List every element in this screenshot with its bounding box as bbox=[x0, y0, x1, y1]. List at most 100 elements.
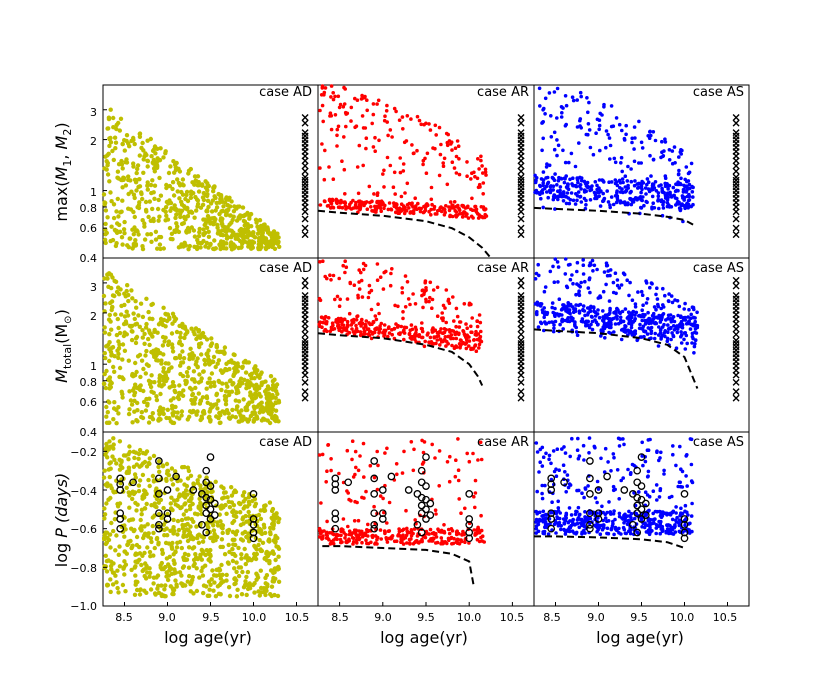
data-point bbox=[204, 225, 210, 230]
data-point bbox=[661, 286, 665, 291]
data-point bbox=[273, 557, 278, 563]
data-point bbox=[396, 208, 400, 212]
data-point bbox=[142, 237, 148, 242]
data-point bbox=[122, 348, 128, 353]
data-point bbox=[141, 450, 146, 456]
data-point bbox=[121, 566, 126, 571]
data-point bbox=[171, 517, 176, 523]
data-point bbox=[133, 243, 139, 248]
data-point bbox=[137, 478, 143, 483]
data-point bbox=[250, 383, 256, 388]
data-point bbox=[120, 242, 125, 247]
data-point bbox=[470, 196, 474, 201]
data-point bbox=[474, 329, 478, 334]
data-point bbox=[122, 559, 127, 564]
data-point bbox=[467, 335, 471, 339]
data-point bbox=[448, 454, 452, 459]
data-point bbox=[146, 378, 152, 383]
data-point bbox=[176, 229, 182, 235]
data-point bbox=[205, 354, 211, 359]
data-point bbox=[151, 530, 156, 536]
data-point bbox=[355, 314, 360, 318]
data-point bbox=[348, 281, 353, 286]
data-point bbox=[341, 200, 346, 205]
data-point bbox=[147, 316, 152, 321]
data-point bbox=[533, 180, 538, 185]
data-point bbox=[661, 206, 666, 210]
data-point bbox=[243, 513, 248, 519]
data-point bbox=[413, 302, 418, 306]
data-point bbox=[192, 244, 197, 249]
data-point bbox=[168, 398, 174, 403]
data-point bbox=[448, 214, 453, 218]
data-point bbox=[673, 161, 677, 165]
data-point bbox=[360, 114, 365, 118]
data-point bbox=[212, 531, 217, 537]
data-point bbox=[203, 486, 208, 491]
data-point bbox=[120, 166, 125, 171]
data-point bbox=[444, 204, 448, 208]
data-point bbox=[587, 276, 592, 280]
data-point bbox=[457, 325, 462, 329]
data-point bbox=[556, 143, 561, 148]
data-point bbox=[338, 537, 343, 542]
data-point bbox=[158, 391, 163, 397]
data-point bbox=[355, 98, 360, 102]
data-point bbox=[276, 579, 282, 584]
data-point bbox=[133, 582, 138, 587]
data-point bbox=[372, 192, 376, 196]
data-point bbox=[139, 414, 144, 420]
data-point bbox=[223, 366, 228, 372]
data-point bbox=[662, 200, 666, 204]
data-point bbox=[319, 501, 323, 505]
data-point bbox=[168, 419, 174, 424]
data-point bbox=[137, 177, 142, 182]
data-point bbox=[540, 148, 544, 153]
data-point bbox=[140, 496, 145, 501]
data-point bbox=[233, 385, 239, 390]
data-point bbox=[689, 161, 694, 166]
data-point bbox=[413, 196, 418, 200]
data-point bbox=[163, 324, 168, 329]
data-point bbox=[550, 500, 554, 505]
data-point bbox=[217, 349, 222, 355]
data-point bbox=[105, 272, 110, 277]
data-point bbox=[136, 483, 142, 488]
data-point bbox=[108, 466, 113, 471]
data-point bbox=[556, 265, 561, 269]
data-point bbox=[547, 163, 552, 168]
data-point bbox=[231, 373, 236, 379]
data-point bbox=[350, 457, 354, 462]
data-point bbox=[581, 263, 586, 268]
data-point bbox=[258, 568, 263, 573]
data-point bbox=[603, 512, 608, 517]
data-point bbox=[343, 110, 348, 115]
data-point bbox=[460, 215, 465, 219]
data-point bbox=[481, 171, 485, 175]
data-point bbox=[334, 532, 339, 537]
data-point bbox=[347, 529, 352, 533]
data-point bbox=[110, 293, 116, 298]
data-point bbox=[373, 204, 377, 209]
data-point bbox=[454, 210, 459, 214]
data-point bbox=[429, 197, 434, 202]
data-point bbox=[428, 280, 433, 285]
data-point bbox=[363, 533, 368, 537]
data-point bbox=[212, 580, 217, 585]
data-point bbox=[113, 548, 118, 553]
data-point bbox=[331, 323, 335, 328]
data-point bbox=[239, 552, 244, 557]
data-point bbox=[127, 449, 132, 455]
data-point bbox=[195, 174, 201, 179]
data-point bbox=[230, 244, 235, 249]
data-point bbox=[434, 535, 439, 539]
data-point bbox=[598, 295, 603, 300]
data-point bbox=[459, 511, 463, 515]
data-point bbox=[553, 257, 558, 261]
data-point bbox=[102, 325, 107, 330]
data-point bbox=[119, 158, 124, 164]
data-point bbox=[216, 378, 221, 384]
data-point bbox=[103, 564, 109, 569]
data-point bbox=[245, 504, 250, 509]
